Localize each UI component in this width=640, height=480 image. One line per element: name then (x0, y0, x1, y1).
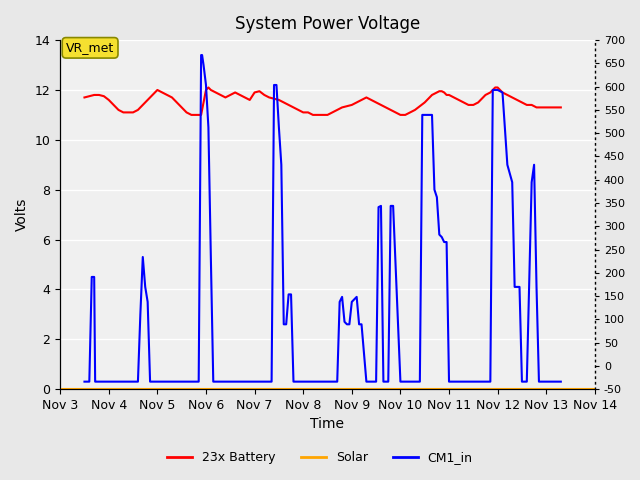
Title: System Power Voltage: System Power Voltage (235, 15, 420, 33)
Y-axis label: Volts: Volts (15, 198, 29, 231)
X-axis label: Time: Time (310, 418, 344, 432)
Text: VR_met: VR_met (66, 41, 114, 54)
Legend: 23x Battery, Solar, CM1_in: 23x Battery, Solar, CM1_in (163, 446, 477, 469)
